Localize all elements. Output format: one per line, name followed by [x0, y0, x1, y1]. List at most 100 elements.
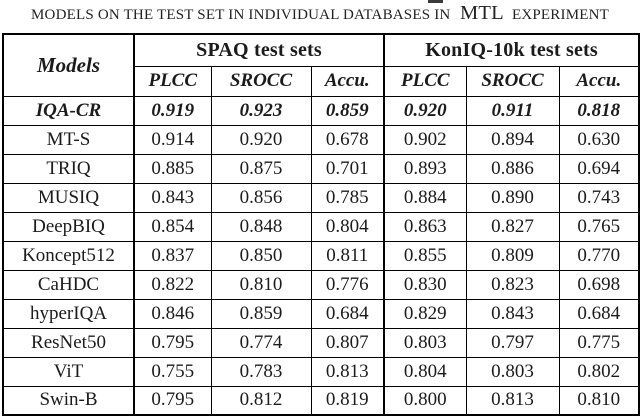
value-cell: 0.843 — [465, 298, 560, 329]
model-cell: MT-S — [2, 124, 135, 155]
value-cell: 0.893 — [383, 153, 467, 184]
value-cell: 0.830 — [383, 269, 467, 300]
model-cell: hyperIQA — [2, 298, 135, 329]
value-cell: 0.770 — [558, 240, 640, 271]
value-cell: 0.846 — [133, 298, 212, 329]
value-cell: 0.848 — [210, 211, 312, 242]
model-cell: ResNet50 — [2, 327, 135, 358]
value-cell: 0.819 — [310, 385, 385, 416]
value-cell: 0.859 — [310, 95, 385, 126]
value-cell: 0.797 — [465, 327, 560, 358]
value-cell: 0.812 — [210, 385, 312, 416]
value-cell: 0.810 — [210, 269, 312, 300]
spaq-srocc-header: SROCC — [210, 65, 312, 97]
table-row: ResNet50 0.795 0.774 0.807 0.803 0.797 0.775 — [2, 327, 640, 358]
value-cell: 0.795 — [133, 385, 212, 416]
value-cell: 0.802 — [558, 356, 640, 387]
value-cell: 0.678 — [310, 124, 385, 155]
value-cell: 0.800 — [383, 385, 467, 416]
caption-text-suffix: experiment — [512, 7, 609, 23]
value-cell: 0.701 — [310, 153, 385, 184]
value-cell: 0.827 — [465, 211, 560, 242]
value-cell: 0.920 — [210, 124, 312, 155]
model-cell: Koncept512 — [2, 240, 135, 271]
value-cell: 0.818 — [558, 95, 640, 126]
value-cell: 0.837 — [133, 240, 212, 271]
model-cell: MUSIQ — [2, 182, 135, 213]
value-cell: 0.822 — [133, 269, 212, 300]
table-row: CaHDC 0.822 0.810 0.776 0.830 0.823 0.698 — [2, 269, 640, 300]
model-cell: Swin-B — [2, 385, 135, 416]
value-cell: 0.914 — [133, 124, 212, 155]
value-cell: 0.810 — [558, 385, 640, 416]
value-cell: 0.919 — [133, 95, 212, 126]
model-cell: CaHDC — [2, 269, 135, 300]
koniq-group-header: KonIQ-10k test sets — [383, 33, 640, 67]
spaq-group-header: SPAQ test sets — [132, 33, 385, 67]
value-cell: 0.698 — [558, 269, 640, 300]
table-row: DeepBIQ 0.854 0.848 0.804 0.863 0.827 0.765 — [2, 211, 640, 242]
spaq-accu-header: Accu. — [310, 65, 385, 97]
koniq-srocc-header: SROCC — [465, 65, 560, 97]
table-row: MUSIQ 0.843 0.856 0.785 0.884 0.890 0.743 — [2, 182, 640, 213]
value-cell: 0.774 — [210, 327, 312, 358]
model-cell: ViT — [2, 356, 135, 387]
value-cell: 0.813 — [465, 385, 560, 416]
results-table: Models SPAQ test sets KonIQ-10k test set… — [2, 33, 640, 416]
table-row: Koncept512 0.837 0.850 0.811 0.855 0.809 0.770 — [2, 240, 640, 271]
value-cell: 0.811 — [310, 240, 385, 271]
value-cell: 0.863 — [383, 211, 467, 242]
table-row: ViT 0.755 0.783 0.813 0.804 0.803 0.802 — [2, 356, 640, 387]
model-cell: DeepBIQ — [2, 211, 135, 242]
value-cell: 0.783 — [210, 356, 312, 387]
koniq-plcc-header: PLCC — [383, 65, 467, 97]
koniq-accu-header: Accu. — [558, 65, 640, 97]
table-header: Models SPAQ test sets KonIQ-10k test set… — [2, 33, 640, 97]
value-cell: 0.911 — [465, 95, 560, 126]
value-cell: 0.856 — [210, 182, 312, 213]
value-cell: 0.795 — [133, 327, 212, 358]
value-cell: 0.902 — [383, 124, 467, 155]
value-cell: 0.855 — [383, 240, 467, 271]
value-cell: 0.894 — [465, 124, 560, 155]
value-cell: 0.823 — [465, 269, 560, 300]
value-cell: 0.755 — [133, 356, 212, 387]
value-cell: 0.807 — [310, 327, 385, 358]
model-cell: TRIQ — [2, 153, 135, 184]
value-cell: 0.804 — [310, 211, 385, 242]
value-cell: 0.785 — [310, 182, 385, 213]
value-cell: 0.630 — [558, 124, 640, 155]
value-cell: 0.803 — [383, 327, 467, 358]
table-caption: models on the test set in individual dat… — [0, 2, 640, 25]
value-cell: 0.803 — [465, 356, 560, 387]
value-cell: 0.684 — [310, 298, 385, 329]
table-row: IQA-CR 0.919 0.923 0.859 0.920 0.911 0.818 — [2, 95, 640, 126]
table-row: hyperIQA 0.846 0.859 0.684 0.829 0.843 0.684 — [2, 298, 640, 329]
table-body: IQA-CR 0.919 0.923 0.859 0.920 0.911 0.818 MT-S… — [2, 95, 640, 416]
value-cell: 0.776 — [310, 269, 385, 300]
table-row: Swin-B 0.795 0.812 0.819 0.800 0.813 0.810 — [2, 385, 640, 416]
value-cell: 0.813 — [310, 356, 385, 387]
header-group-row: Models SPAQ test sets KonIQ-10k test set… — [2, 33, 640, 97]
value-cell: 0.890 — [465, 182, 560, 213]
value-cell: 0.886 — [465, 153, 560, 184]
value-cell: 0.684 — [558, 298, 640, 329]
value-cell: 0.885 — [133, 153, 212, 184]
caption-acronym: MTL — [459, 2, 504, 24]
table-row: TRIQ 0.885 0.875 0.701 0.893 0.886 0.694 — [2, 153, 640, 184]
value-cell: 0.829 — [383, 298, 467, 329]
value-cell: 0.854 — [133, 211, 212, 242]
value-cell: 0.804 — [383, 356, 467, 387]
model-cell: IQA-CR — [2, 95, 135, 126]
table-row: MT-S 0.914 0.920 0.678 0.902 0.894 0.630 — [2, 124, 640, 155]
value-cell: 0.843 — [133, 182, 212, 213]
value-cell: 0.809 — [465, 240, 560, 271]
value-cell: 0.859 — [210, 298, 312, 329]
header-metric-row: PLCC SROCC Accu. PLCC SROCC Accu. — [3, 65, 640, 97]
value-cell: 0.765 — [558, 211, 640, 242]
value-cell: 0.775 — [558, 327, 640, 358]
value-cell: 0.923 — [210, 95, 312, 126]
caption-text-prefix: models on the test set in individual dat… — [31, 7, 451, 23]
value-cell: 0.884 — [383, 182, 467, 213]
